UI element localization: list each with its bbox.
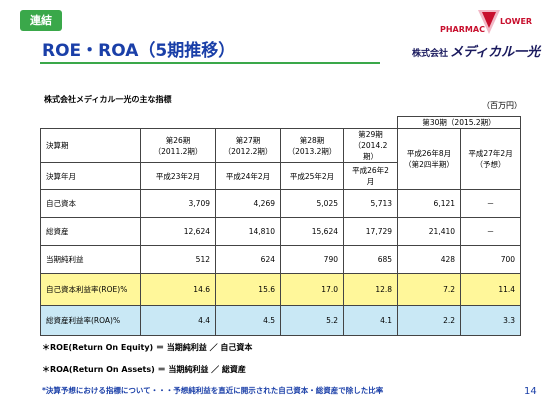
value-cell: 11.4 — [460, 273, 522, 306]
header-cell: 第29期 （2014.2期） — [342, 128, 399, 163]
group-header: 第30期（2015.2期） — [397, 116, 522, 129]
value-cell: 14,810 — [215, 217, 281, 246]
table-row: 決算年月 平成23年2月 平成24年2月 平成25年2月 平成26年2月 — [40, 162, 521, 190]
value-cell: 12,624 — [140, 217, 216, 246]
header-cell: 平成26年8月 （第2四半期） — [397, 128, 462, 190]
row-label: 自己資本 — [40, 189, 141, 218]
table: 第30期（2015.2期） 決算期 第26期 （2011.2期） 第27期 （2012.2… — [40, 116, 522, 336]
value-cell: 4,269 — [215, 189, 281, 218]
header-cell: 平成25年2月 — [280, 162, 344, 190]
value-cell: 685 — [342, 245, 399, 274]
header-line: 平成27年2月 — [468, 149, 513, 158]
header-line: 第26期 — [165, 135, 191, 145]
page-number: 14 — [524, 386, 537, 397]
note: ＊ROE(Return On Equity) ＝ 当期純利益 ／ 自己資本 — [42, 343, 253, 352]
row-label: 決算年月 — [40, 162, 141, 190]
brand-left: PHARMAC — [440, 25, 485, 34]
table-row: 自己資本 3,709 4,269 5,025 5,713 6,121 － — [40, 189, 522, 218]
header-cell: 平成26年2月 — [342, 162, 399, 190]
value-cell: 4.4 — [140, 305, 216, 336]
value-cell: 7.2 — [397, 273, 462, 306]
table-caption: 株式会社メディカル一光の主な指標 — [44, 95, 172, 104]
table-row: 総資産利益率(ROA)% 4.4 4.5 5.2 4.1 2.2 3.3 — [40, 305, 522, 336]
badge: 連結 — [20, 10, 62, 31]
value-cell: 21,410 — [397, 217, 462, 246]
header-cell: 平成23年2月 — [140, 162, 216, 190]
value-cell: 700 — [460, 245, 522, 274]
note: ＊ROA(Return On Assets) ＝ 当期純利益 ／ 総資産 — [42, 365, 246, 374]
row-label: 総資産 — [40, 217, 141, 246]
header-cell: 平成27年2月 （予想） — [460, 128, 522, 190]
header-cell: 第27期 （2012.2期） — [215, 128, 281, 163]
value-cell: 4.1 — [342, 305, 399, 336]
header-line: 平成26年8月 — [406, 149, 452, 158]
logo: PHARMAC LOWER 株式会社 メディカル一光 — [412, 10, 542, 60]
header-line: （第2四半期） — [404, 160, 454, 169]
table-row: 第30期（2015.2期） — [41, 116, 522, 129]
value-cell: 428 — [397, 245, 462, 274]
title: ROE・ROA（5期推移） — [42, 41, 236, 61]
value-cell: 15,624 — [280, 217, 344, 246]
value-cell: － — [460, 217, 522, 246]
table-row: 総資産 12,624 14,810 15,624 17,729 21,410 － — [40, 217, 522, 246]
value-cell: 3,709 — [140, 189, 216, 218]
header-line: 第28期 — [299, 135, 325, 145]
value-cell: 624 — [215, 245, 281, 274]
blank-cell — [41, 117, 398, 129]
row-label: 当期純利益 — [40, 245, 141, 274]
value-cell: 6,121 — [397, 189, 462, 218]
brand-right: LOWER — [500, 17, 532, 26]
logo-icon — [482, 12, 496, 28]
value-cell: 5,713 — [342, 189, 399, 218]
header-line: （2012.2期） — [223, 146, 273, 156]
table-row: 当期純利益 512 624 790 685 428 700 — [40, 245, 522, 274]
footnote: *決算予想における指標について・・・予想純利益を直近に開示された自己資本・総資産… — [42, 386, 384, 395]
row-label: 自己資本利益率(ROE)% — [40, 273, 141, 306]
row-label: 決算期 — [40, 128, 141, 163]
value-cell: 4.5 — [215, 305, 281, 336]
title-rule — [40, 62, 380, 64]
value-cell: 2.2 — [397, 305, 462, 336]
header-cell: 第28期 （2013.2期） — [280, 128, 344, 163]
value-cell: 790 — [280, 245, 344, 274]
value-cell: 3.3 — [460, 305, 522, 336]
value-cell: 5,025 — [280, 189, 344, 218]
header-line: 第27期 — [235, 135, 261, 145]
row-label: 総資産利益率(ROA)% — [40, 305, 141, 336]
value-cell: 17,729 — [342, 217, 399, 246]
value-cell: 15.6 — [215, 273, 281, 306]
value-cell: 512 — [140, 245, 216, 274]
header-line: （2014.2期） — [353, 141, 388, 161]
header-line: （予想） — [475, 160, 506, 169]
value-cell: 14.6 — [140, 273, 216, 306]
header-cell: 平成24年2月 — [215, 162, 281, 190]
header-cell: 第26期 （2011.2期） — [140, 128, 216, 163]
company-prefix: 株式会社 — [412, 47, 448, 59]
value-cell: 12.8 — [342, 273, 399, 306]
value-cell: － — [460, 189, 522, 218]
header-line: （2013.2期） — [287, 146, 337, 156]
value-cell: 17.0 — [280, 273, 344, 306]
header-line: 第29期 — [358, 130, 383, 139]
table-row: 決算期 第26期 （2011.2期） 第27期 （2012.2期） 第28期 （2013.2… — [40, 128, 522, 190]
header-line: （2011.2期） — [153, 146, 203, 156]
value-cell: 5.2 — [280, 305, 344, 336]
company-name: メディカル一光 — [450, 44, 542, 60]
table-row: 自己資本利益率(ROE)% 14.6 15.6 17.0 12.8 7.2 11.4 — [40, 273, 522, 306]
unit: （百万円） — [482, 101, 522, 110]
